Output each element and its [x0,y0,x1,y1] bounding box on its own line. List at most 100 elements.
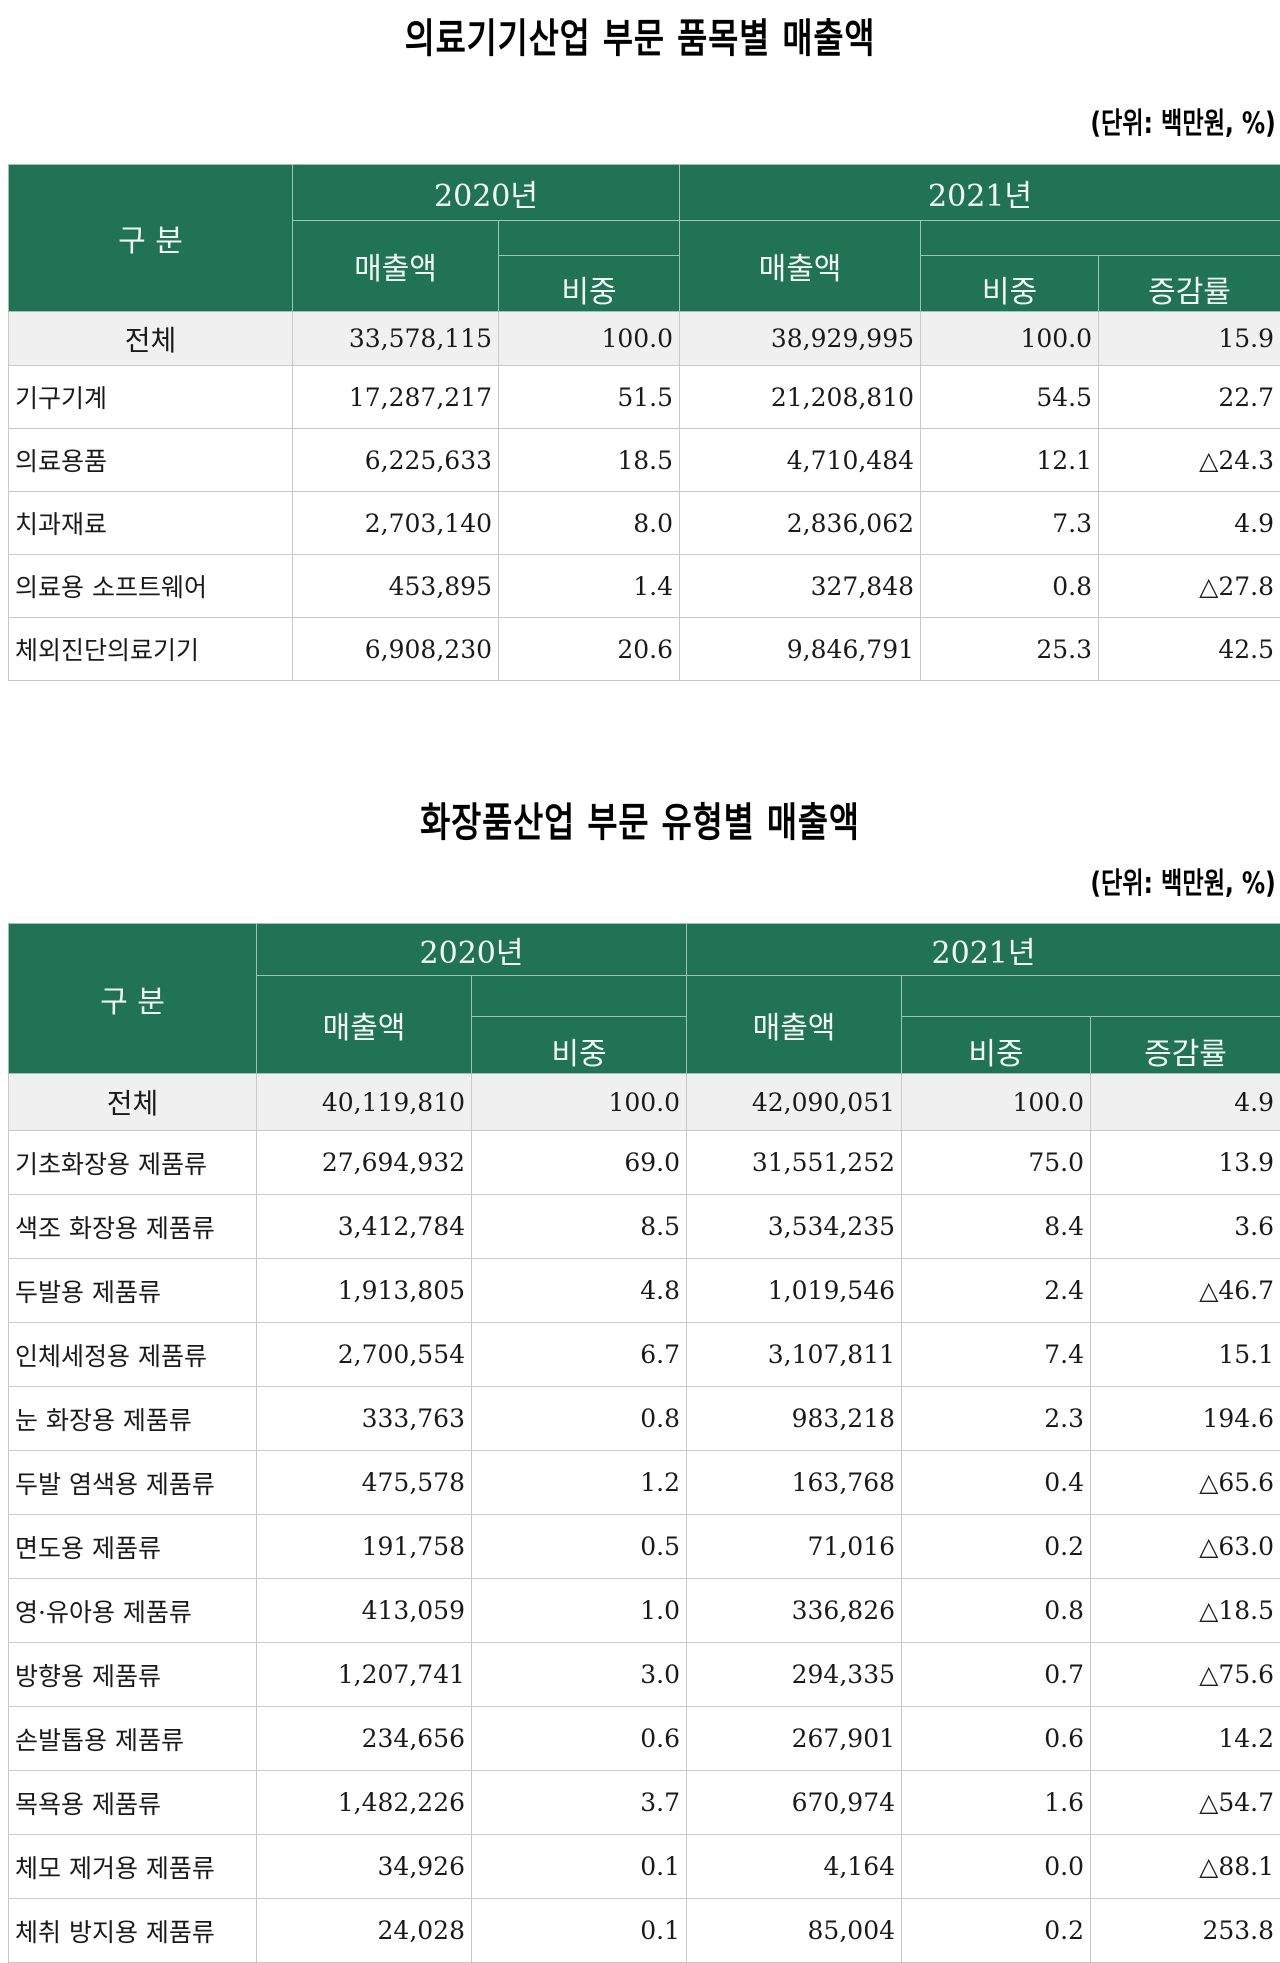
share-2021: 0.6 [902,1707,1091,1771]
sales-2020: 6,908,230 [293,618,499,681]
row-label: 손발톱용 제품류 [9,1707,257,1771]
growth-rate: △54.7 [1091,1771,1280,1835]
header-year-2021: 2021년 [687,924,1280,976]
sales-2021: 336,826 [687,1579,902,1643]
row-label: 전체 [9,1074,257,1131]
growth-rate: 13.9 [1091,1131,1280,1195]
total-row: 전체 33,578,115 100.0 38,929,995 100.0 15.… [9,312,1280,366]
growth-rate: 22.7 [1099,366,1280,429]
medical-device-table-title: 의료기기산업 부문 품목별 매출액 [115,6,1165,64]
growth-rate: △24.3 [1099,429,1280,492]
row-label: 체취 방지용 제품류 [9,1899,257,1963]
table-row: 목욕용 제품류 1,482,226 3.7 670,974 1.6 △54.7 [9,1771,1280,1835]
header-growth: 증감률 [1099,256,1280,312]
sales-2021: 4,164 [687,1835,902,1899]
row-label: 인체세정용 제품류 [9,1323,257,1387]
sales-2021: 2,836,062 [680,492,921,555]
growth-rate: 253.8 [1091,1899,1280,1963]
share-2021: 0.7 [902,1643,1091,1707]
share-2021: 0.0 [902,1835,1091,1899]
share-2020: 100.0 [499,312,680,366]
table-row: 방향용 제품류 1,207,741 3.0 294,335 0.7 △75.6 [9,1643,1280,1707]
share-2021: 7.3 [921,492,1099,555]
sales-2020: 1,482,226 [257,1771,472,1835]
table-row: 인체세정용 제품류 2,700,554 6.7 3,107,811 7.4 15… [9,1323,1280,1387]
table-row: 눈 화장용 제품류 333,763 0.8 983,218 2.3 194.6 [9,1387,1280,1451]
sales-2021: 294,335 [687,1643,902,1707]
growth-rate: 42.5 [1099,618,1280,681]
row-label: 면도용 제품류 [9,1515,257,1579]
growth-rate: 4.9 [1099,492,1280,555]
sales-2020: 40,119,810 [257,1074,472,1131]
sales-2021: 71,016 [687,1515,902,1579]
table-row: 두발 염색용 제품류 475,578 1.2 163,768 0.4 △65.6 [9,1451,1280,1515]
sales-2020: 1,207,741 [257,1643,472,1707]
header-share-2020: 비중 [472,1017,687,1074]
header-category: 구 분 [9,924,257,1074]
growth-rate: 15.9 [1099,312,1280,366]
row-label: 의료용품 [9,429,293,492]
share-2021: 2.3 [902,1387,1091,1451]
share-2020: 1.2 [472,1451,687,1515]
share-2020: 69.0 [472,1131,687,1195]
row-label: 방향용 제품류 [9,1643,257,1707]
growth-rate: △27.8 [1099,555,1280,618]
growth-rate: 194.6 [1091,1387,1280,1451]
row-label: 치과재료 [9,492,293,555]
sales-2021: 38,929,995 [680,312,921,366]
sales-2020: 6,225,633 [293,429,499,492]
share-2021: 0.2 [902,1899,1091,1963]
medical-device-sales-table: 구 분 2020년 2021년 매출액 매출액 비중 비중 증감률 전체 33,… [8,164,1280,681]
share-2020: 1.4 [499,555,680,618]
header-sales-2021: 매출액 [680,221,921,312]
share-2021: 8.4 [902,1195,1091,1259]
table-row: 의료용 소프트웨어 453,895 1.4 327,848 0.8 △27.8 [9,555,1280,618]
table-row: 체모 제거용 제품류 34,926 0.1 4,164 0.0 △88.1 [9,1835,1280,1899]
share-2021: 100.0 [921,312,1099,366]
header-sales-2021: 매출액 [687,976,902,1074]
sales-2021: 163,768 [687,1451,902,1515]
cosmetics-unit-label: (단위: 백만원, %) [1091,860,1276,902]
growth-rate: 3.6 [1091,1195,1280,1259]
share-2021: 25.3 [921,618,1099,681]
total-row: 전체 40,119,810 100.0 42,090,051 100.0 4.9 [9,1074,1280,1131]
share-2021: 0.8 [902,1579,1091,1643]
sales-2021: 21,208,810 [680,366,921,429]
sales-2021: 42,090,051 [687,1074,902,1131]
share-2020: 100.0 [472,1074,687,1131]
growth-rate: △18.5 [1091,1579,1280,1643]
sales-2021: 327,848 [680,555,921,618]
growth-rate: △65.6 [1091,1451,1280,1515]
sales-2021: 267,901 [687,1707,902,1771]
header-growth: 증감률 [1091,1017,1280,1074]
header-spacer [472,976,687,1017]
sales-2021: 983,218 [687,1387,902,1451]
growth-rate: △63.0 [1091,1515,1280,1579]
table-row: 면도용 제품류 191,758 0.5 71,016 0.2 △63.0 [9,1515,1280,1579]
share-2020: 6.7 [472,1323,687,1387]
header-year-2021: 2021년 [680,165,1280,221]
growth-rate: △46.7 [1091,1259,1280,1323]
share-2021: 75.0 [902,1131,1091,1195]
medical-device-unit-label: (단위: 백만원, %) [1091,100,1276,142]
table-row: 체취 방지용 제품류 24,028 0.1 85,004 0.2 253.8 [9,1899,1280,1963]
table-row: 체외진단의료기기 6,908,230 20.6 9,846,791 25.3 4… [9,618,1280,681]
share-2020: 0.1 [472,1835,687,1899]
sales-2020: 33,578,115 [293,312,499,366]
header-year-2020: 2020년 [257,924,687,976]
share-2020: 0.1 [472,1899,687,1963]
sales-2021: 31,551,252 [687,1131,902,1195]
header-sales-2020: 매출액 [293,221,499,312]
row-label: 색조 화장용 제품류 [9,1195,257,1259]
row-label: 목욕용 제품류 [9,1771,257,1835]
table-row: 기초화장용 제품류 27,694,932 69.0 31,551,252 75.… [9,1131,1280,1195]
growth-rate: 15.1 [1091,1323,1280,1387]
row-label: 의료용 소프트웨어 [9,555,293,618]
sales-2020: 2,700,554 [257,1323,472,1387]
sales-2020: 234,656 [257,1707,472,1771]
cosmetics-table-title: 화장품산업 부문 유형별 매출액 [115,790,1165,848]
growth-rate: 4.9 [1091,1074,1280,1131]
share-2021: 7.4 [902,1323,1091,1387]
share-2020: 4.8 [472,1259,687,1323]
sales-2021: 3,534,235 [687,1195,902,1259]
